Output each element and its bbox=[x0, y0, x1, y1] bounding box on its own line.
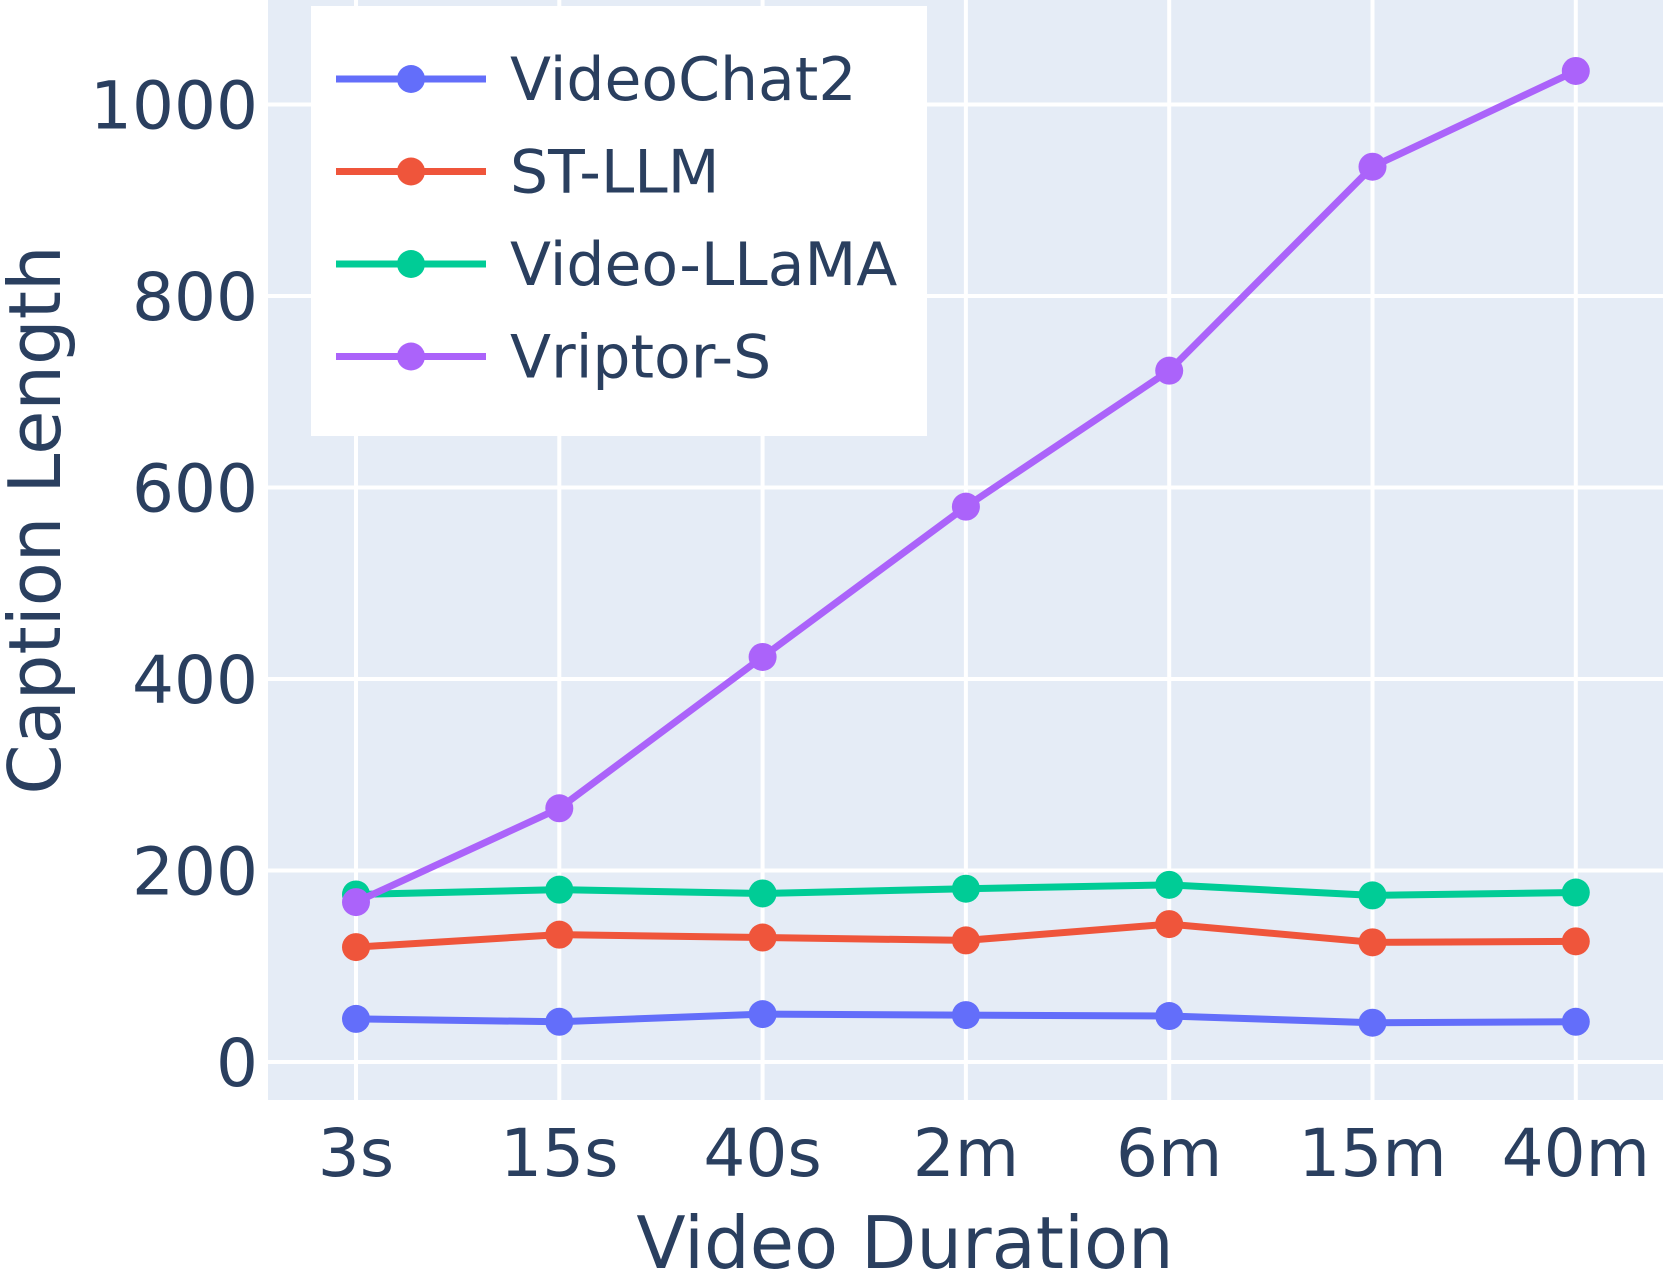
y-tick-label: 800 bbox=[132, 259, 258, 336]
legend-label: Vriptor-S bbox=[510, 323, 771, 393]
x-axis-title: Video Duration bbox=[636, 1201, 1173, 1275]
y-tick-label: 600 bbox=[132, 451, 258, 528]
data-point bbox=[1155, 910, 1184, 939]
y-tick-label: 1000 bbox=[90, 68, 258, 145]
legend-label: Video-LLaMA bbox=[510, 230, 897, 300]
data-point bbox=[545, 875, 574, 904]
legend-swatch-marker bbox=[397, 65, 425, 93]
legend-label: VideoChat2 bbox=[510, 45, 857, 115]
data-point bbox=[545, 794, 574, 823]
x-tick-label: 40m bbox=[1502, 1115, 1650, 1192]
data-point bbox=[342, 933, 370, 962]
data-point bbox=[951, 926, 980, 955]
data-point bbox=[1561, 878, 1590, 907]
series-videochat2 bbox=[342, 1000, 1590, 1037]
data-point bbox=[748, 1000, 777, 1029]
series-st-llm bbox=[342, 910, 1590, 962]
data-point bbox=[342, 1004, 370, 1033]
legend-swatch-marker bbox=[397, 250, 425, 278]
data-point bbox=[1358, 152, 1387, 181]
legend-item: Vriptor-S bbox=[336, 323, 771, 393]
x-tick-label: 40s bbox=[703, 1115, 821, 1192]
legend-item: Video-LLaMA bbox=[336, 230, 897, 300]
y-axis-title: Caption Length bbox=[0, 245, 77, 794]
data-point bbox=[951, 492, 980, 521]
data-point bbox=[748, 879, 777, 908]
x-tick-label: 3s bbox=[318, 1115, 394, 1192]
data-point bbox=[1358, 881, 1387, 910]
legend-swatch-marker bbox=[397, 157, 425, 186]
y-tick-label: 200 bbox=[132, 834, 258, 911]
data-point bbox=[545, 1007, 574, 1036]
data-point bbox=[748, 923, 777, 952]
y-tick-label: 400 bbox=[132, 642, 258, 719]
data-point bbox=[1561, 927, 1590, 956]
data-point bbox=[545, 920, 574, 949]
x-tick-label: 15s bbox=[500, 1115, 618, 1192]
legend-item: VideoChat2 bbox=[336, 45, 857, 115]
x-axis-ticks: 3s 15s 40s 2m 6m 15m 40m bbox=[318, 1115, 1650, 1192]
x-tick-label: 2m bbox=[913, 1115, 1019, 1192]
data-point bbox=[951, 1001, 980, 1030]
legend-item: ST-LLM bbox=[336, 138, 720, 208]
data-point bbox=[748, 642, 777, 671]
series-lines bbox=[342, 56, 1590, 1037]
series-video-llama bbox=[342, 870, 1590, 910]
y-axis-ticks: 0 200 400 600 800 1000 bbox=[90, 68, 258, 1103]
x-tick-label: 15m bbox=[1298, 1115, 1446, 1192]
legend-label: ST-LLM bbox=[510, 138, 720, 208]
data-point bbox=[1358, 1008, 1387, 1037]
legend: VideoChat2 ST-LLM Video-LLaMA Vriptor-S bbox=[311, 6, 927, 436]
data-point bbox=[1358, 928, 1387, 957]
data-point bbox=[342, 888, 370, 917]
legend-swatch-marker bbox=[397, 342, 425, 371]
data-point bbox=[1561, 56, 1590, 85]
data-point bbox=[1155, 356, 1184, 385]
data-point bbox=[951, 874, 980, 903]
series-vriptor-s bbox=[342, 56, 1590, 917]
data-point bbox=[1155, 870, 1184, 899]
y-tick-label: 0 bbox=[216, 1025, 258, 1102]
data-point bbox=[1155, 1002, 1184, 1031]
x-tick-label: 6m bbox=[1116, 1115, 1222, 1192]
data-point bbox=[1561, 1007, 1590, 1036]
